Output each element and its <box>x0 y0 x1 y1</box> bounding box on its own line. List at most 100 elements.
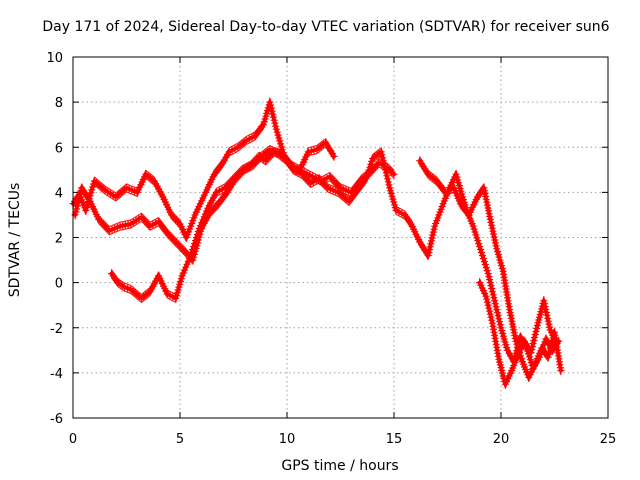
plus-marker <box>489 230 498 238</box>
plus-marker <box>388 192 396 200</box>
plus-marker <box>546 323 554 331</box>
plus-marker <box>479 255 487 263</box>
plus-marker <box>490 294 498 302</box>
plus-marker <box>493 245 501 253</box>
plus-marker <box>543 311 551 319</box>
plus-marker <box>201 210 209 218</box>
plus-marker <box>485 304 493 312</box>
plus-marker <box>122 184 131 192</box>
plus-marker <box>546 345 554 353</box>
chart-title: Day 171 of 2024, Sidereal Day-to-day VTE… <box>42 19 609 35</box>
plus-marker <box>503 377 511 385</box>
plus-marker <box>500 335 508 343</box>
x-tick-label: 15 <box>386 432 403 447</box>
plus-marker <box>502 341 510 349</box>
plus-marker <box>189 245 197 254</box>
plus-marker <box>513 353 521 362</box>
plus-marker <box>498 264 506 273</box>
plus-marker <box>526 356 534 364</box>
plus-marker <box>511 331 519 340</box>
plus-marker <box>190 242 198 251</box>
plus-marker <box>190 239 199 248</box>
plus-marker <box>307 147 315 155</box>
plus-marker <box>498 369 506 377</box>
plus-marker <box>368 157 376 165</box>
plus-marker <box>433 217 441 225</box>
plus-marker <box>339 185 347 193</box>
y-tick-label: 4 <box>55 186 63 201</box>
plus-marker <box>113 223 121 231</box>
plus-marker <box>434 214 442 222</box>
plus-marker <box>73 202 81 210</box>
plus-marker <box>179 269 187 277</box>
plus-marker <box>529 339 537 348</box>
plus-marker <box>274 131 282 139</box>
series-trace-lower <box>74 152 395 265</box>
plus-marker <box>272 125 280 133</box>
plus-marker <box>182 263 190 271</box>
plus-marker <box>537 308 545 316</box>
plus-marker <box>267 104 275 112</box>
plus-marker <box>185 228 193 236</box>
plus-marker <box>172 292 181 300</box>
plus-marker <box>199 194 207 202</box>
plus-marker <box>498 366 506 374</box>
plus-marker <box>553 339 561 348</box>
plus-marker <box>517 355 526 363</box>
plus-marker <box>179 225 187 233</box>
plus-marker <box>454 176 462 184</box>
plus-marker <box>547 342 555 350</box>
plus-marker <box>192 233 200 242</box>
series-trace <box>73 147 396 263</box>
plus-marker <box>504 375 512 383</box>
plus-marker <box>530 336 538 345</box>
plus-marker <box>488 288 496 296</box>
plus-marker <box>540 297 548 305</box>
x-axis-label: GPS time / hours <box>281 458 398 474</box>
x-tick-label: 25 <box>600 432 617 447</box>
plus-marker <box>549 331 557 339</box>
plus-marker <box>437 205 445 213</box>
plus-marker <box>191 236 200 245</box>
plus-marker <box>542 305 550 314</box>
plus-marker <box>194 227 202 236</box>
plus-marker <box>498 327 506 335</box>
plus-marker <box>199 216 207 224</box>
plus-marker <box>518 343 526 351</box>
plus-marker <box>329 186 337 194</box>
plus-marker <box>178 272 186 280</box>
plus-marker <box>261 115 269 123</box>
plus-marker <box>455 197 463 205</box>
plus-marker <box>310 146 318 154</box>
plus-marker <box>87 189 95 197</box>
plus-marker <box>183 260 191 268</box>
plus-marker <box>385 181 393 189</box>
plus-marker <box>530 333 539 342</box>
y-tick-label: 2 <box>55 232 63 247</box>
plus-marker <box>536 310 544 319</box>
series-track-4 <box>416 156 565 382</box>
series-trace <box>71 100 561 371</box>
plus-marker <box>477 248 486 257</box>
plus-marker <box>276 149 284 157</box>
plus-marker <box>530 363 538 371</box>
plus-marker <box>499 372 507 380</box>
plus-marker <box>475 240 483 248</box>
plus-marker <box>493 309 501 317</box>
plus-marker <box>384 175 392 183</box>
plus-marker <box>383 172 391 180</box>
plus-marker <box>73 205 81 213</box>
plus-marker <box>501 338 509 346</box>
plus-marker <box>488 316 496 324</box>
plus-marker <box>262 112 270 120</box>
plus-marker <box>130 187 139 195</box>
plus-marker <box>482 264 490 272</box>
plus-marker <box>483 295 491 303</box>
plus-marker <box>267 101 275 109</box>
plus-marker <box>527 349 535 357</box>
plus-marker <box>533 324 541 333</box>
plus-marker <box>497 262 506 270</box>
plus-marker <box>111 224 119 233</box>
plus-marker <box>277 143 285 151</box>
